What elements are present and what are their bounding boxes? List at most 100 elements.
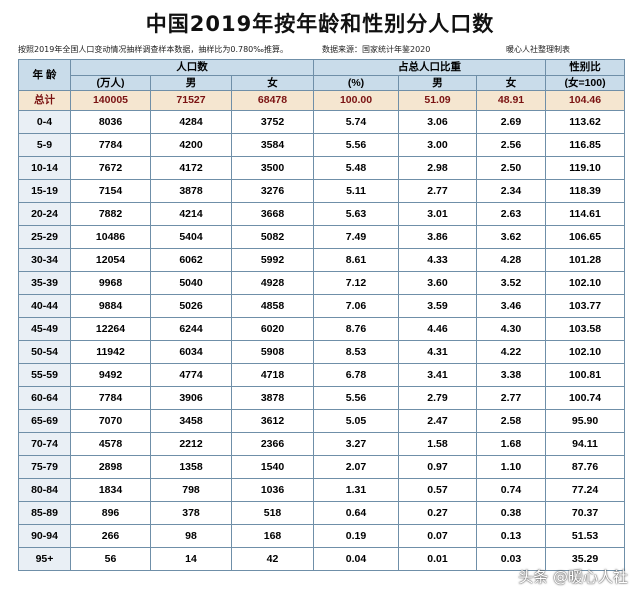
row-male-share: 3.06 [398, 110, 478, 134]
row-share: 0.64 [313, 501, 400, 525]
row-male-share: 0.57 [398, 478, 478, 502]
row-male: 2212 [150, 432, 232, 456]
row-male-share: 4.31 [398, 340, 478, 364]
table-row: 0-4 8036 4284 3752 5.74 3.06 2.69 113.62 [18, 110, 626, 134]
row-female-share: 0.03 [476, 547, 547, 571]
row-female: 5908 [230, 340, 315, 364]
row-pop: 896 [70, 501, 151, 525]
row-male: 14 [150, 547, 232, 571]
row-share: 0.19 [313, 524, 400, 548]
row-female-share: 3.62 [476, 225, 547, 249]
row-share: 8.76 [313, 317, 400, 341]
row-age: 85-89 [18, 501, 71, 525]
row-pop: 7784 [70, 386, 151, 410]
row-female-share: 2.69 [476, 110, 547, 134]
row-male-share: 0.27 [398, 501, 478, 525]
row-age: 40-44 [18, 294, 71, 318]
row-female-share: 4.28 [476, 248, 547, 272]
row-male: 6062 [150, 248, 232, 272]
table-row: 60-64 7784 3906 3878 5.56 2.79 2.77 100.74 [18, 386, 626, 410]
row-age: 50-54 [18, 340, 71, 364]
row-male: 3878 [150, 179, 232, 203]
row-age: 10-14 [18, 156, 71, 180]
row-female: 3500 [230, 156, 315, 180]
row-share: 5.05 [313, 409, 400, 433]
row-male: 4284 [150, 110, 232, 134]
row-female: 3276 [230, 179, 315, 203]
header-population: 人口数 [69, 59, 315, 76]
row-female: 5082 [230, 225, 315, 249]
row-pop: 2898 [70, 455, 151, 479]
row-pop: 7154 [70, 179, 151, 203]
table-row: 20-24 7882 4214 3668 5.63 3.01 2.63 114.61 [18, 202, 626, 226]
table-row: 30-34 12054 6062 5992 8.61 4.33 4.28 101.28 [18, 248, 626, 272]
row-male-share: 3.00 [398, 133, 478, 157]
row-female: 6020 [230, 317, 315, 341]
row-ratio: 77.24 [545, 478, 626, 502]
row-male: 3458 [150, 409, 232, 433]
row-ratio: 95.90 [545, 409, 626, 433]
header-male: 男 [150, 75, 232, 91]
row-female: 3752 [230, 110, 315, 134]
row-share: 3.27 [313, 432, 400, 456]
row-ratio: 118.39 [545, 179, 626, 203]
row-share: 0.04 [313, 547, 400, 571]
row-female-share: 2.34 [476, 179, 547, 203]
row-female: 1036 [230, 478, 315, 502]
table-row: 75-79 2898 1358 1540 2.07 0.97 1.10 87.76 [18, 455, 626, 479]
row-ratio: 87.76 [545, 455, 626, 479]
table-row: 5-9 7784 4200 3584 5.56 3.00 2.56 116.85 [18, 133, 626, 157]
population-table: 年 龄 人口数 占总人口比重 性别比 (万人) 男 女 (%) 男 女 (女=1… [18, 59, 626, 571]
row-female-share: 2.63 [476, 202, 547, 226]
author-credit: 暖心人社整理制表 [506, 45, 570, 54]
row-ratio: 102.10 [545, 340, 626, 364]
row-male-share: 3.86 [398, 225, 478, 249]
page-title: 中国2019年按年龄和性别分人口数 [145, 12, 495, 36]
table-row: 70-74 4578 2212 2366 3.27 1.58 1.68 94.11 [18, 432, 626, 456]
row-pop: 7070 [70, 409, 151, 433]
row-ratio: 100.74 [545, 386, 626, 410]
data-source: 数据来源：国家统计年鉴2020 [322, 45, 431, 54]
row-pop: 9884 [70, 294, 151, 318]
row-age: 80-84 [18, 478, 71, 502]
row-ratio: 94.11 [545, 432, 626, 456]
table-row: 45-49 12264 6244 6020 8.76 4.46 4.30 103.58 [18, 317, 626, 341]
row-male-share: 1.58 [398, 432, 478, 456]
row-age: 60-64 [18, 386, 71, 410]
row-male-share: 2.98 [398, 156, 478, 180]
row-ratio: 101.28 [545, 248, 626, 272]
total-pop: 140005 [70, 90, 151, 111]
row-age: 5-9 [18, 133, 71, 157]
row-male: 5026 [150, 294, 232, 318]
header-share: 占总人口比重 [313, 59, 547, 76]
row-female: 4858 [230, 294, 315, 318]
header-sex-ratio: 性别比 [545, 59, 626, 76]
row-male-share: 3.01 [398, 202, 478, 226]
row-male-share: 0.97 [398, 455, 478, 479]
row-pop: 266 [70, 524, 151, 548]
row-female: 42 [230, 547, 315, 571]
row-female: 168 [230, 524, 315, 548]
row-male: 4200 [150, 133, 232, 157]
header-pop-unit: (万人) [70, 75, 151, 91]
row-female: 1540 [230, 455, 315, 479]
row-ratio: 114.61 [545, 202, 626, 226]
row-age: 95+ [18, 547, 71, 571]
row-age: 35-39 [18, 271, 71, 295]
row-share: 7.49 [313, 225, 400, 249]
row-ratio: 103.77 [545, 294, 626, 318]
row-female: 3584 [230, 133, 315, 157]
row-pop: 4578 [70, 432, 151, 456]
row-male: 798 [150, 478, 232, 502]
row-ratio: 70.37 [545, 501, 626, 525]
row-share: 2.07 [313, 455, 400, 479]
row-male: 6034 [150, 340, 232, 364]
row-male: 4172 [150, 156, 232, 180]
row-ratio: 100.81 [545, 363, 626, 387]
row-age: 65-69 [18, 409, 71, 433]
table-row: 10-14 7672 4172 3500 5.48 2.98 2.50 119.10 [18, 156, 626, 180]
table-row: 50-54 11942 6034 5908 8.53 4.31 4.22 102.10 [18, 340, 626, 364]
header-ratio-unit: (女=100) [545, 75, 626, 91]
row-pop: 7784 [70, 133, 151, 157]
row-ratio: 113.62 [545, 110, 626, 134]
